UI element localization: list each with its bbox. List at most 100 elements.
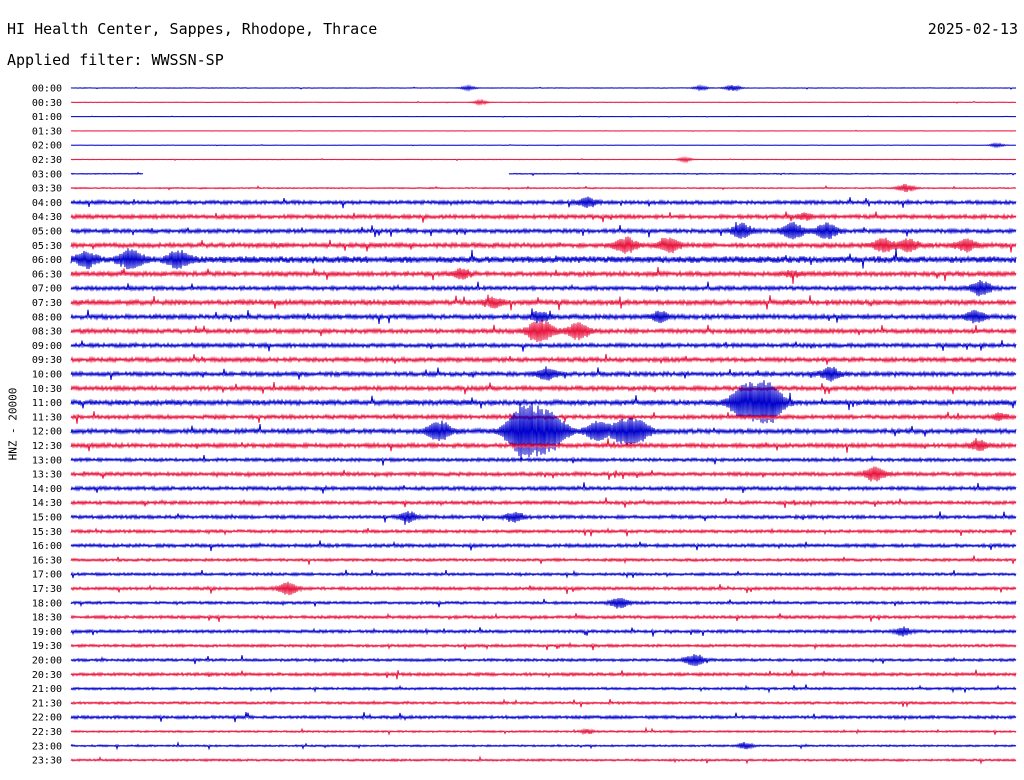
trace-row-0030 <box>70 98 1017 107</box>
trace-row-1700 <box>70 569 1017 579</box>
trace-row-0230 <box>70 155 1017 164</box>
trace-row-2030 <box>70 669 1017 680</box>
trace-row-1730 <box>70 581 1017 596</box>
trace-row-0900 <box>70 340 1017 352</box>
trace-row-0800 <box>70 308 1017 324</box>
trace-row-0000 <box>70 84 1017 92</box>
time-tick-1000: 10:00 <box>32 370 62 381</box>
time-tick-1700: 17:00 <box>32 570 62 581</box>
time-tick-2030: 20:30 <box>32 670 62 681</box>
trace-row-1330 <box>70 466 1017 482</box>
trace-row-0330 <box>70 183 1017 193</box>
trace-row-0930 <box>70 353 1017 365</box>
trace-row-2230 <box>70 726 1017 736</box>
time-tick-0330: 03:30 <box>32 184 62 195</box>
trace-row-0500 <box>70 221 1017 240</box>
trace-row-2300 <box>70 741 1017 751</box>
time-tick-2130: 21:30 <box>32 698 62 709</box>
time-tick-0400: 04:00 <box>32 198 62 209</box>
trace-row-1300 <box>70 455 1017 466</box>
time-tick-0900: 09:00 <box>32 341 62 352</box>
time-tick-2230: 22:30 <box>32 727 62 738</box>
time-tick-2300: 23:00 <box>32 741 62 752</box>
time-tick-2000: 20:00 <box>32 656 62 667</box>
time-tick-0200: 02:00 <box>32 141 62 152</box>
time-tick-0500: 05:00 <box>32 227 62 238</box>
time-tick-1030: 10:30 <box>32 384 62 395</box>
trace-row-1030 <box>70 381 1017 395</box>
time-tick-1430: 14:30 <box>32 498 62 509</box>
station-title: HI Health Center, Sappes, Rhodope, Thrac… <box>7 20 378 38</box>
trace-row-1530 <box>70 527 1017 537</box>
filter-label: Applied filter: WWSSN-SP <box>7 51 224 69</box>
time-tick-1230: 12:30 <box>32 441 62 452</box>
trace-row-0700 <box>70 280 1017 297</box>
time-tick-0130: 01:30 <box>32 126 62 137</box>
trace-row-1200 <box>70 402 1017 460</box>
record-date: 2025-02-13 <box>927 20 1018 38</box>
trace-row-1100 <box>70 380 1017 424</box>
time-tick-1630: 16:30 <box>32 555 62 566</box>
trace-row-1830 <box>70 612 1017 622</box>
trace-row-1000 <box>70 366 1017 382</box>
time-tick-1100: 11:00 <box>32 398 62 409</box>
time-tick-0430: 04:30 <box>32 212 62 223</box>
time-tick-1730: 17:30 <box>32 584 62 595</box>
time-tick-0730: 07:30 <box>32 298 62 309</box>
time-tick-0000: 00:00 <box>32 84 62 95</box>
trace-row-0730 <box>70 294 1017 311</box>
time-tick-0830: 08:30 <box>32 327 62 338</box>
time-tick-2200: 22:00 <box>32 713 62 724</box>
time-tick-1200: 12:00 <box>32 427 62 438</box>
time-tick-1830: 18:30 <box>32 613 62 624</box>
time-tick-1930: 19:30 <box>32 641 62 652</box>
time-tick-0530: 05:30 <box>32 241 62 252</box>
trace-group <box>70 84 1017 765</box>
trace-row-0130 <box>70 129 1017 132</box>
trace-row-2200 <box>70 712 1017 723</box>
trace-row-1500 <box>70 511 1017 525</box>
time-tick-0630: 06:30 <box>32 269 62 280</box>
time-tick-0800: 08:00 <box>32 312 62 323</box>
trace-row-1930 <box>70 641 1017 651</box>
time-tick-1530: 15:30 <box>32 527 62 538</box>
trace-row-1230 <box>70 437 1017 453</box>
time-tick-1500: 15:00 <box>32 513 62 524</box>
time-tick-2330: 23:30 <box>32 756 62 767</box>
trace-row-0830 <box>70 319 1017 343</box>
trace-row-0400 <box>70 196 1017 209</box>
trace-row-2330 <box>70 755 1017 765</box>
trace-row-2000 <box>70 654 1017 667</box>
trace-row-0200 <box>70 142 1017 149</box>
time-tick-1300: 13:00 <box>32 455 62 466</box>
time-tick-1900: 19:00 <box>32 627 62 638</box>
trace-row-1800 <box>70 598 1017 609</box>
time-tick-0600: 06:00 <box>32 255 62 266</box>
trace-row-1630 <box>70 555 1017 565</box>
trace-row-2100 <box>70 684 1017 694</box>
trace-row-0100 <box>70 115 1017 118</box>
time-tick-0030: 00:30 <box>32 98 62 109</box>
trace-row-0530 <box>70 236 1017 254</box>
time-tick-0700: 07:00 <box>32 284 62 295</box>
trace-row-1600 <box>70 540 1017 552</box>
time-tick-1330: 13:30 <box>32 470 62 481</box>
time-tick-labels: 00:00 00:30 01:00 01:30 02:00 02:30 03:00 03:30… <box>32 84 62 767</box>
trace-row-0300 <box>70 171 1017 177</box>
time-tick-0930: 09:30 <box>32 355 62 366</box>
time-tick-1800: 18:00 <box>32 598 62 609</box>
trace-row-0600 <box>70 248 1017 270</box>
time-tick-1400: 14:00 <box>32 484 62 495</box>
time-tick-0300: 03:00 <box>32 169 62 180</box>
trace-row-1900 <box>70 626 1017 637</box>
time-tick-0230: 02:30 <box>32 155 62 166</box>
time-tick-1130: 11:30 <box>32 412 62 423</box>
trace-row-0630 <box>70 267 1017 284</box>
trace-row-1430 <box>70 497 1017 508</box>
time-tick-1600: 16:00 <box>32 541 62 552</box>
trace-row-2130 <box>70 698 1017 708</box>
trace-row-1400 <box>70 482 1017 494</box>
trace-row-0430 <box>70 211 1017 223</box>
time-tick-0100: 01:00 <box>32 112 62 123</box>
